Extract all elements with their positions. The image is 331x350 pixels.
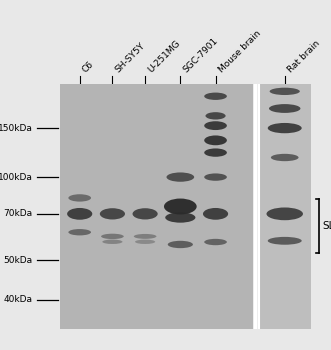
Ellipse shape: [268, 123, 302, 133]
Ellipse shape: [266, 208, 303, 220]
Text: 100kDa: 100kDa: [0, 173, 32, 182]
Ellipse shape: [204, 135, 227, 145]
Text: Mouse brain: Mouse brain: [217, 29, 262, 75]
Ellipse shape: [204, 173, 227, 181]
Text: 50kDa: 50kDa: [3, 256, 32, 265]
Ellipse shape: [204, 121, 227, 130]
Bar: [60, 84, 253, 329]
Ellipse shape: [164, 198, 197, 215]
Ellipse shape: [101, 234, 124, 239]
Text: SLC5A7: SLC5A7: [322, 221, 331, 231]
Ellipse shape: [204, 92, 227, 100]
Ellipse shape: [134, 234, 157, 239]
Ellipse shape: [67, 208, 92, 220]
Ellipse shape: [166, 173, 194, 182]
Ellipse shape: [102, 239, 122, 244]
Text: Rat brain: Rat brain: [286, 39, 322, 75]
Ellipse shape: [204, 239, 227, 245]
Ellipse shape: [69, 194, 91, 202]
Text: SH-SY5Y: SH-SY5Y: [114, 42, 147, 75]
Ellipse shape: [269, 104, 301, 113]
Text: C6: C6: [81, 60, 96, 75]
Ellipse shape: [100, 208, 125, 219]
Ellipse shape: [69, 229, 91, 236]
Ellipse shape: [168, 241, 193, 248]
Text: SGC-7901: SGC-7901: [182, 36, 220, 75]
Text: 150kDa: 150kDa: [0, 124, 32, 133]
Text: 40kDa: 40kDa: [4, 295, 32, 304]
Ellipse shape: [132, 208, 158, 219]
Ellipse shape: [270, 88, 300, 95]
Ellipse shape: [204, 148, 227, 157]
Ellipse shape: [268, 237, 302, 245]
Ellipse shape: [135, 239, 155, 244]
Ellipse shape: [206, 112, 226, 120]
Text: 70kDa: 70kDa: [3, 209, 32, 218]
Ellipse shape: [271, 154, 299, 161]
Ellipse shape: [203, 208, 228, 220]
Bar: [260, 84, 311, 329]
Text: U-251MG: U-251MG: [146, 39, 182, 75]
Ellipse shape: [165, 212, 195, 223]
